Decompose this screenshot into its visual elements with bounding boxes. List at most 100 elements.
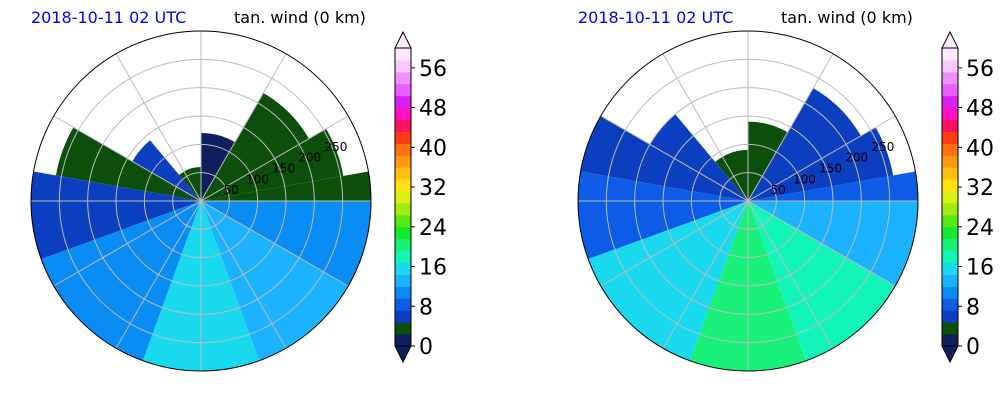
- colorbar-extend-min: [941, 345, 959, 364]
- colorbar-band: [395, 274, 411, 287]
- azimuth-line: [600, 115, 896, 287]
- colorbar-band: [942, 238, 958, 252]
- colorbar-band: [395, 83, 411, 97]
- field-sector: [715, 150, 748, 201]
- colorbar-tick-label: 16: [419, 256, 447, 281]
- left-panel: 2018-10-11 02 UTC tan. wind (0 km) 50 100…: [0, 0, 500, 401]
- field-sector: [748, 127, 894, 201]
- colorbar-band: [395, 214, 411, 228]
- colorbar: 0 8 16 24 32 40 48 56: [394, 30, 447, 364]
- polar-grid: [578, 31, 918, 371]
- field-sector: [748, 88, 861, 201]
- radius-tick-label: 250: [871, 140, 894, 154]
- radius-tick-label: 200: [298, 151, 321, 165]
- colorbar-band: [942, 83, 958, 97]
- colorbar-band: [395, 48, 411, 61]
- colorbar-band: [395, 107, 411, 121]
- colorbar-band: [395, 238, 411, 252]
- right-panel: 2018-10-11 02 UTC tan. wind (0 km) 50 100…: [547, 0, 1007, 401]
- colorbar-band: [395, 262, 411, 275]
- colorbar-tick-label: 8: [419, 295, 433, 320]
- plot-boundary: [30, 30, 372, 372]
- colorbar-band: [942, 143, 958, 156]
- plot-boundary: [577, 30, 919, 372]
- colorbar-band: [942, 107, 958, 121]
- field-sector: [748, 201, 918, 286]
- colorbar-frame: [394, 47, 412, 347]
- colorbar-band: [395, 191, 411, 204]
- colorbar-tick-label: 32: [419, 176, 447, 201]
- radius-tick-label: 150: [819, 162, 842, 176]
- field-sector: [748, 171, 918, 201]
- colorbar-frame: [941, 47, 959, 347]
- colorbar-band: [942, 167, 958, 180]
- colorbar-band: [395, 119, 411, 132]
- radius-tick-label: 50: [224, 183, 239, 197]
- colorbar-tick-label: 0: [419, 335, 433, 360]
- colorbar-extend-min: [394, 345, 412, 364]
- variable-label: tan. wind (0 km): [781, 8, 913, 27]
- colorbar-tick-label: 32: [966, 176, 994, 201]
- colorbar-band: [942, 48, 958, 61]
- radius-tick-label: 100: [793, 172, 816, 186]
- colorbar-band: [395, 202, 411, 216]
- colorbar-extend-max: [941, 30, 959, 49]
- colorbar-band: [942, 191, 958, 204]
- variable-label: tan. wind (0 km): [234, 8, 366, 27]
- colorbar-band: [942, 202, 958, 216]
- colorbar-tick-label: 56: [966, 57, 994, 82]
- colorbar-band: [942, 334, 958, 347]
- colorbar-tick-label: 8: [966, 295, 980, 320]
- colorbar-band: [395, 298, 411, 311]
- colorbar-tick-label: 56: [419, 57, 447, 82]
- colorbar-tick-label: 24: [966, 216, 994, 241]
- field-sector: [748, 201, 896, 361]
- field-sector: [201, 128, 344, 201]
- colorbar-band: [942, 131, 958, 144]
- colorbar-band: [942, 119, 958, 132]
- colorbar-tick-label: 40: [966, 136, 994, 161]
- colorbar-band: [395, 59, 411, 73]
- field-sector: [201, 201, 349, 361]
- field-sector: [201, 201, 371, 286]
- field-sector: [201, 171, 371, 201]
- colorbar-tick-label: 0: [966, 335, 980, 360]
- time-label: 2018-10-11 02 UTC: [578, 8, 734, 27]
- colorbar-tick-label: 48: [966, 97, 994, 122]
- colorbar-tick-label: 48: [419, 97, 447, 122]
- polar-grid: [31, 31, 371, 371]
- colorbar-band: [395, 286, 411, 299]
- colorbar-band: [942, 155, 958, 168]
- colorbar-band: [942, 298, 958, 311]
- colorbar-band: [942, 179, 958, 192]
- colorbar-band: [942, 286, 958, 299]
- field-sector: [30, 171, 201, 260]
- colorbar-band: [942, 262, 958, 275]
- time-label: 2018-10-11 02 UTC: [31, 8, 187, 27]
- colorbar-band: [395, 334, 411, 347]
- colorbar-band: [395, 226, 411, 240]
- radius-tick-label: 100: [246, 172, 269, 186]
- radius-tick-label: 50: [771, 183, 786, 197]
- colorbar-tick-label: 16: [966, 256, 994, 281]
- colorbar-band: [395, 310, 411, 323]
- colorbar-band: [942, 226, 958, 240]
- colorbar-tick-label: 24: [419, 216, 447, 241]
- azimuth-line: [53, 115, 349, 287]
- radius-tick-label: 200: [845, 151, 868, 165]
- colorbar-band: [395, 143, 411, 156]
- colorbar-band: [395, 179, 411, 192]
- colorbar-band: [942, 95, 958, 109]
- field-sector: [748, 121, 788, 201]
- colorbar-band: [942, 322, 958, 335]
- colorbar-band: [942, 310, 958, 323]
- field-sector: [577, 171, 748, 260]
- field-sector: [580, 116, 748, 201]
- colorbar-band: [395, 167, 411, 180]
- colorbar-band: [942, 214, 958, 228]
- colorbar-band: [942, 59, 958, 73]
- radius-tick-label: 150: [272, 162, 295, 176]
- field-sector: [55, 127, 202, 201]
